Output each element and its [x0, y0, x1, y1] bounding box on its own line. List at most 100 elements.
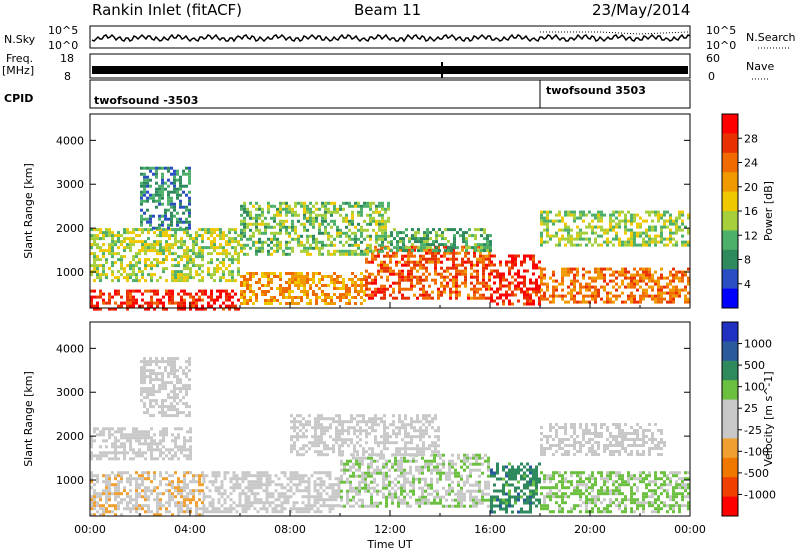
- heat-cell: [367, 486, 370, 490]
- heat-cell: [526, 287, 529, 291]
- heat-cell: [645, 234, 648, 238]
- heat-cell: [588, 486, 591, 490]
- heat-cell: [585, 477, 588, 481]
- heat-cell: [624, 270, 627, 274]
- heat-cell: [252, 204, 255, 208]
- heat-cell: [523, 492, 526, 496]
- heat-cell: [364, 474, 367, 478]
- heat-cell: [684, 225, 687, 229]
- heat-cell: [399, 246, 402, 250]
- heat-cell: [246, 278, 249, 281]
- heat-cell: [479, 287, 482, 291]
- heat-cell: [412, 492, 415, 496]
- heat-cell: [425, 296, 428, 300]
- heat-cell: [177, 270, 180, 274]
- heat-cell: [594, 300, 597, 304]
- heat-cell: [235, 480, 239, 484]
- heat-cell: [564, 471, 567, 475]
- heat-cell: [594, 267, 597, 271]
- heat-cell: [186, 276, 189, 280]
- heat-cell: [585, 285, 588, 289]
- heat-cell: [354, 204, 357, 208]
- heat-cell: [666, 492, 669, 496]
- heat-cell: [424, 477, 427, 481]
- heat-cell: [526, 495, 529, 499]
- heat-cell: [306, 293, 309, 296]
- heat-cell: [448, 483, 451, 487]
- heat-cell: [546, 234, 549, 238]
- heat-cell: [642, 267, 645, 271]
- heat-cell: [93, 474, 96, 478]
- heat-cell: [687, 483, 690, 487]
- heat-cell: [222, 246, 225, 250]
- heat-cell: [361, 462, 364, 466]
- heat-cell: [288, 287, 291, 290]
- heat-cell: [470, 275, 473, 279]
- heat-cell: [445, 471, 448, 475]
- heat-cell: [463, 504, 466, 508]
- heat-cell: [451, 504, 454, 508]
- heat-cell: [660, 300, 663, 304]
- heat-cell: [466, 474, 469, 478]
- heat-cell: [292, 507, 296, 511]
- heat-cell: [349, 459, 352, 463]
- heat-cell: [448, 465, 451, 469]
- heat-cell: [90, 436, 93, 440]
- heat-cell: [552, 294, 555, 298]
- heat-cell: [267, 237, 270, 241]
- heat-cell: [621, 483, 624, 487]
- heat-cell: [609, 510, 612, 514]
- heat-cell: [645, 294, 648, 298]
- heat-cell: [352, 474, 355, 478]
- heat-cell: [546, 297, 549, 301]
- heat-cell: [651, 492, 654, 496]
- heat-cell: [135, 507, 138, 511]
- heat-cell: [156, 510, 159, 514]
- heat-cell: [96, 273, 99, 277]
- heat-cell: [170, 196, 173, 200]
- heat-cell: [496, 504, 499, 508]
- heat-cell: [138, 289, 141, 293]
- heat-cell: [349, 465, 352, 469]
- heat-cell: [307, 504, 311, 508]
- heat-cell: [93, 295, 96, 299]
- heat-cell: [126, 307, 129, 311]
- heat-cell: [618, 213, 621, 217]
- heat-cell: [313, 495, 317, 499]
- heat-cell: [437, 293, 440, 297]
- heat-cell: [225, 289, 228, 293]
- heat-cell: [384, 234, 387, 238]
- heat-cell: [240, 231, 243, 235]
- heat-cell: [114, 454, 117, 458]
- heat-cell: [433, 498, 436, 502]
- heat-cell: [405, 246, 408, 250]
- heat-cell: [211, 498, 215, 502]
- heat-cell: [117, 237, 120, 241]
- heat-cell: [153, 433, 156, 437]
- heat-cell: [309, 302, 312, 305]
- heat-cell: [147, 445, 150, 449]
- heat-cell: [301, 507, 305, 511]
- heat-cell: [247, 507, 251, 511]
- heat-cell: [424, 459, 427, 463]
- heat-cell: [349, 504, 352, 508]
- heat-cell: [135, 510, 138, 514]
- heat-cell: [150, 243, 153, 247]
- heat-cell: [114, 498, 117, 502]
- heat-cell: [276, 243, 279, 247]
- heat-cell: [93, 264, 96, 268]
- heat-cell: [155, 175, 158, 179]
- heat-cell: [117, 504, 120, 508]
- heat-cell: [529, 278, 532, 282]
- heat-cell: [380, 287, 383, 291]
- heat-cell: [267, 204, 270, 208]
- heat-cell: [546, 225, 549, 229]
- heat-cell: [660, 213, 663, 217]
- heat-cell: [684, 471, 687, 475]
- heat-cell: [231, 246, 234, 250]
- heat-cell: [291, 278, 294, 281]
- heat-cell: [654, 240, 657, 244]
- heat-cell: [669, 291, 672, 295]
- heat-cell: [532, 254, 535, 258]
- heat-cell: [621, 210, 624, 214]
